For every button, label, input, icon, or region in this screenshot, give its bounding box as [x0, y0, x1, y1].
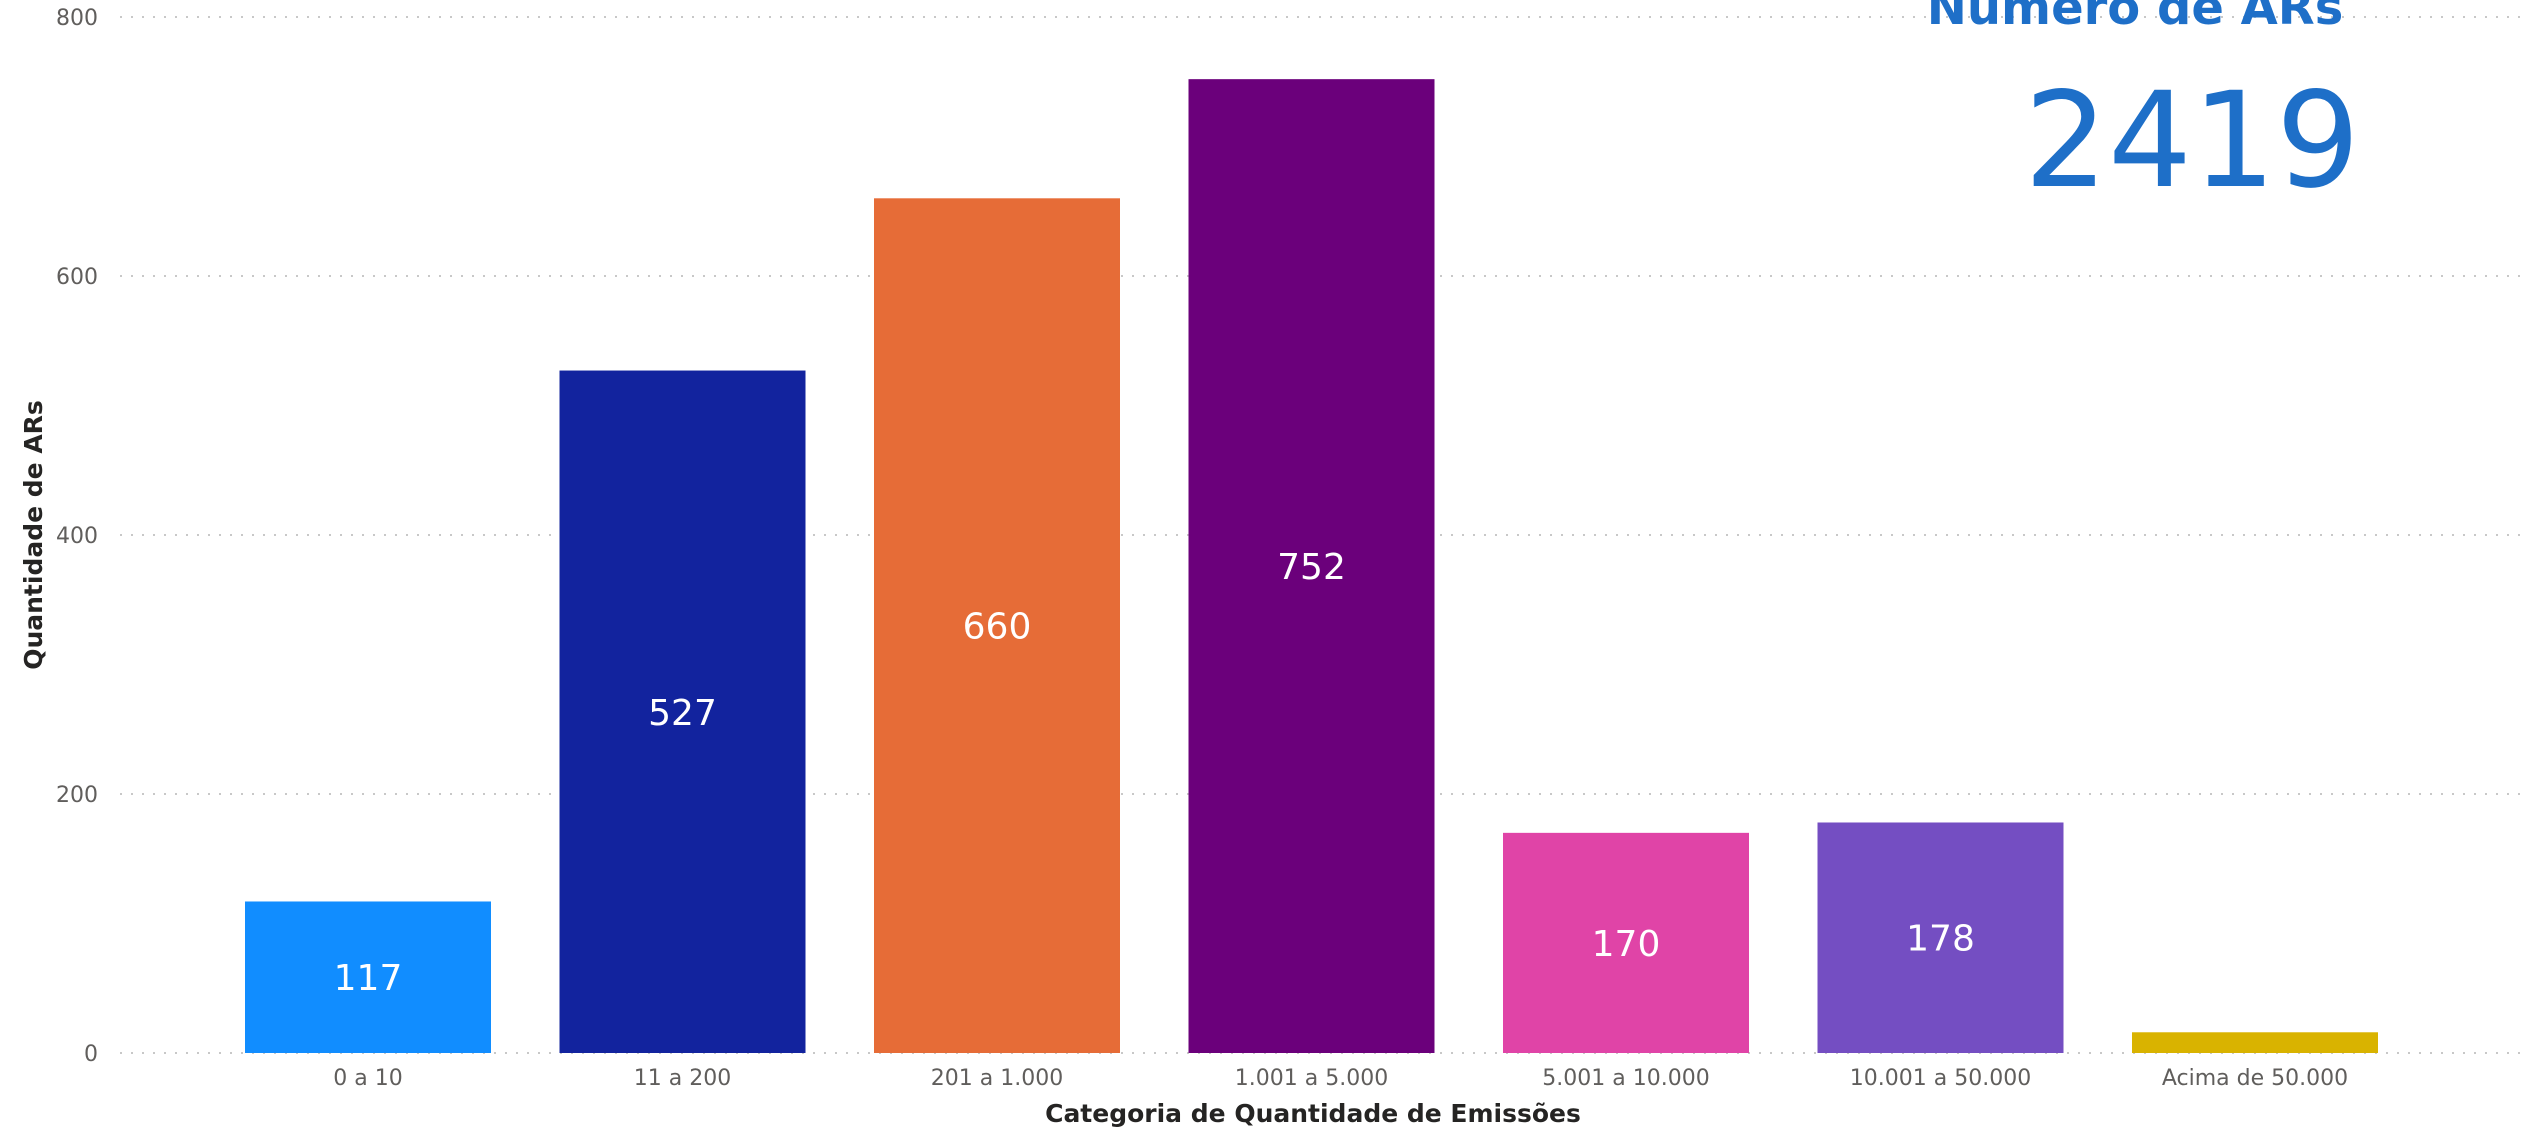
x-tick-label: 201 a 1.000 — [931, 1066, 1063, 1091]
bar — [559, 370, 806, 1053]
x-tick-label: 1.001 a 5.000 — [1235, 1066, 1388, 1091]
bar — [1188, 79, 1435, 1053]
x-tick-label: Acima de 50.000 — [2162, 1066, 2348, 1091]
bar — [245, 901, 491, 1053]
x-tick-label: 5.001 a 10.000 — [1542, 1066, 1709, 1091]
bar — [2132, 1032, 2378, 1053]
y-tick-label: 0 — [84, 1042, 98, 1067]
bar — [874, 198, 1120, 1054]
bars — [245, 79, 2378, 1054]
kpi-title: Número de ARs — [1927, 0, 2344, 36]
y-axis-title: Quantidade de ARs — [19, 400, 48, 670]
y-axis-ticks: 0 200 400 600 800 — [56, 6, 98, 1067]
y-tick-label: 200 — [56, 783, 98, 808]
kpi-value: 2419 — [2024, 64, 2360, 218]
bar-data-labels: 117 527 660 752 170 178 — [334, 547, 1975, 999]
bar-data-label: 660 — [963, 607, 1032, 648]
x-axis-ticks: 0 a 10 11 a 200 201 a 1.000 1.001 a 5.000 5.… — [333, 1066, 2348, 1091]
bar-data-label: 527 — [648, 693, 717, 734]
y-tick-label: 800 — [56, 6, 98, 31]
x-tick-label: 11 a 200 — [634, 1066, 731, 1091]
x-axis-title: Categoria de Quantidade de Emissões — [1045, 1099, 1581, 1128]
bar-data-label: 170 — [1592, 924, 1661, 965]
y-tick-label: 600 — [56, 265, 98, 290]
bar — [1503, 832, 1749, 1053]
bar-data-label: 752 — [1277, 547, 1346, 588]
x-tick-label: 10.001 a 50.000 — [1850, 1066, 2031, 1091]
bar-data-label: 178 — [1906, 919, 1975, 960]
bar-data-label: 117 — [334, 958, 403, 999]
y-tick-label: 400 — [56, 524, 98, 549]
x-tick-label: 0 a 10 — [333, 1066, 402, 1091]
bar — [1817, 822, 2064, 1053]
